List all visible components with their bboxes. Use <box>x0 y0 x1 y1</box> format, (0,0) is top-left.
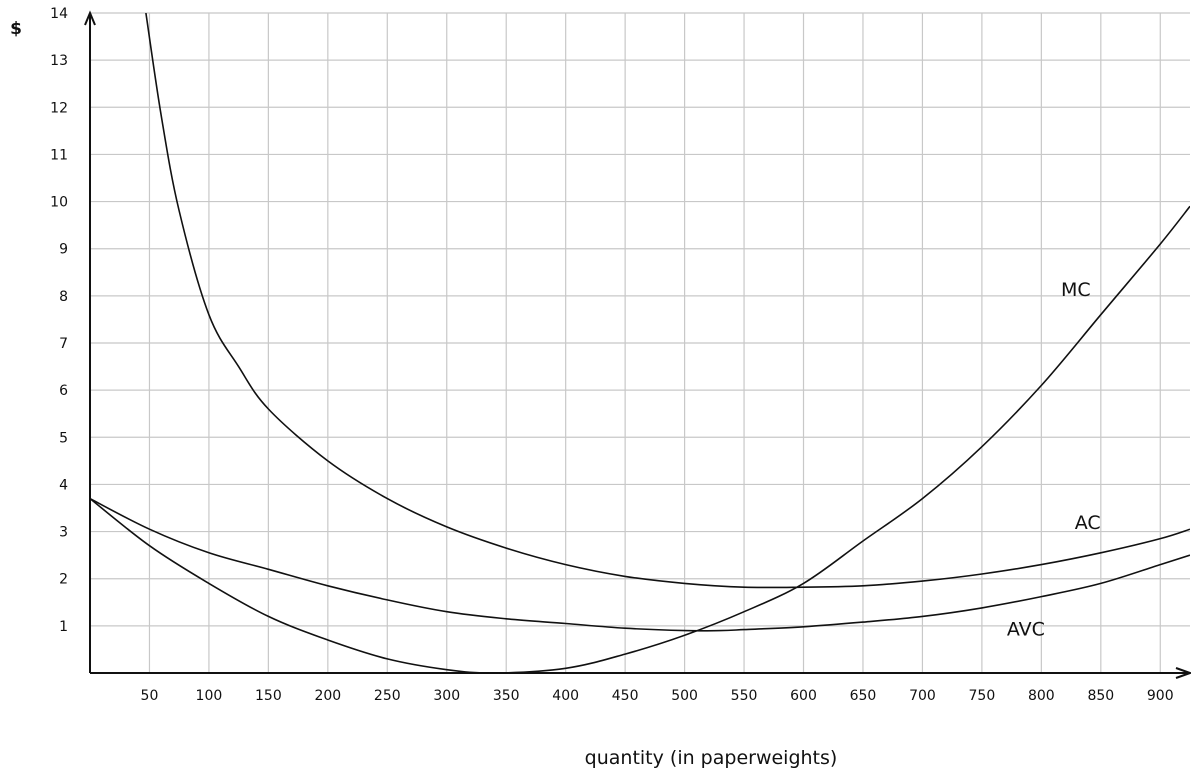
y-tick-label: 14 <box>50 6 68 22</box>
x-axis-label: quantity (in paperweights) <box>585 747 838 769</box>
y-tick-label: 1 <box>59 619 68 635</box>
tick-labels: 50 100 150 200 250 300 350 400 450 500 550 600 650 70… <box>50 6 1173 704</box>
curve-label-ac: AC <box>1075 512 1101 534</box>
y-tick-label: 8 <box>59 289 68 305</box>
x-tick-label: 900 <box>1147 688 1174 704</box>
y-tick-label: 2 <box>59 572 68 588</box>
y-axis-label: $ <box>10 19 22 39</box>
y-tick-label: 7 <box>59 336 68 352</box>
y-tick-label: 12 <box>50 100 68 116</box>
x-tick-label: 400 <box>552 688 579 704</box>
x-tick-label: 200 <box>314 688 341 704</box>
x-tick-label: 800 <box>1028 688 1055 704</box>
x-tick-label: 100 <box>196 688 223 704</box>
series <box>90 13 1190 674</box>
curve-label-mc: MC <box>1061 279 1091 301</box>
y-tick-label: 4 <box>59 477 68 493</box>
x-tick-label: 850 <box>1087 688 1114 704</box>
series-line-avc <box>90 497 1190 632</box>
y-tick-label: 6 <box>59 383 68 399</box>
y-tick-label: 5 <box>59 430 68 446</box>
axes <box>84 10 1191 679</box>
x-tick-label: 300 <box>433 688 460 704</box>
series-line-mc <box>90 205 1190 674</box>
x-tick-label: 600 <box>790 688 817 704</box>
y-tick-label: 9 <box>59 242 68 258</box>
x-axis-arrow <box>1175 667 1191 679</box>
x-tick-label: 700 <box>909 688 936 704</box>
y-tick-label: 10 <box>50 195 68 211</box>
y-tick-label: 3 <box>59 525 68 541</box>
curve-labels: MC AC AVC <box>1007 279 1101 640</box>
x-tick-label: 650 <box>850 688 877 704</box>
y-axis-arrow <box>84 10 96 26</box>
curve-label-avc: AVC <box>1007 618 1045 640</box>
x-tick-label: 450 <box>612 688 639 704</box>
series-line-ac <box>145 13 1190 589</box>
x-tick-label: 750 <box>969 688 996 704</box>
x-tick-label: 500 <box>671 688 698 704</box>
x-tick-label: 550 <box>731 688 758 704</box>
x-tick-label: 250 <box>374 688 401 704</box>
y-tick-label: 13 <box>50 53 68 69</box>
grid <box>90 12 1190 673</box>
y-tick-label: 11 <box>50 147 68 163</box>
x-tick-label: 350 <box>493 688 520 704</box>
x-tick-label: 50 <box>141 688 159 704</box>
x-tick-label: 150 <box>255 688 282 704</box>
